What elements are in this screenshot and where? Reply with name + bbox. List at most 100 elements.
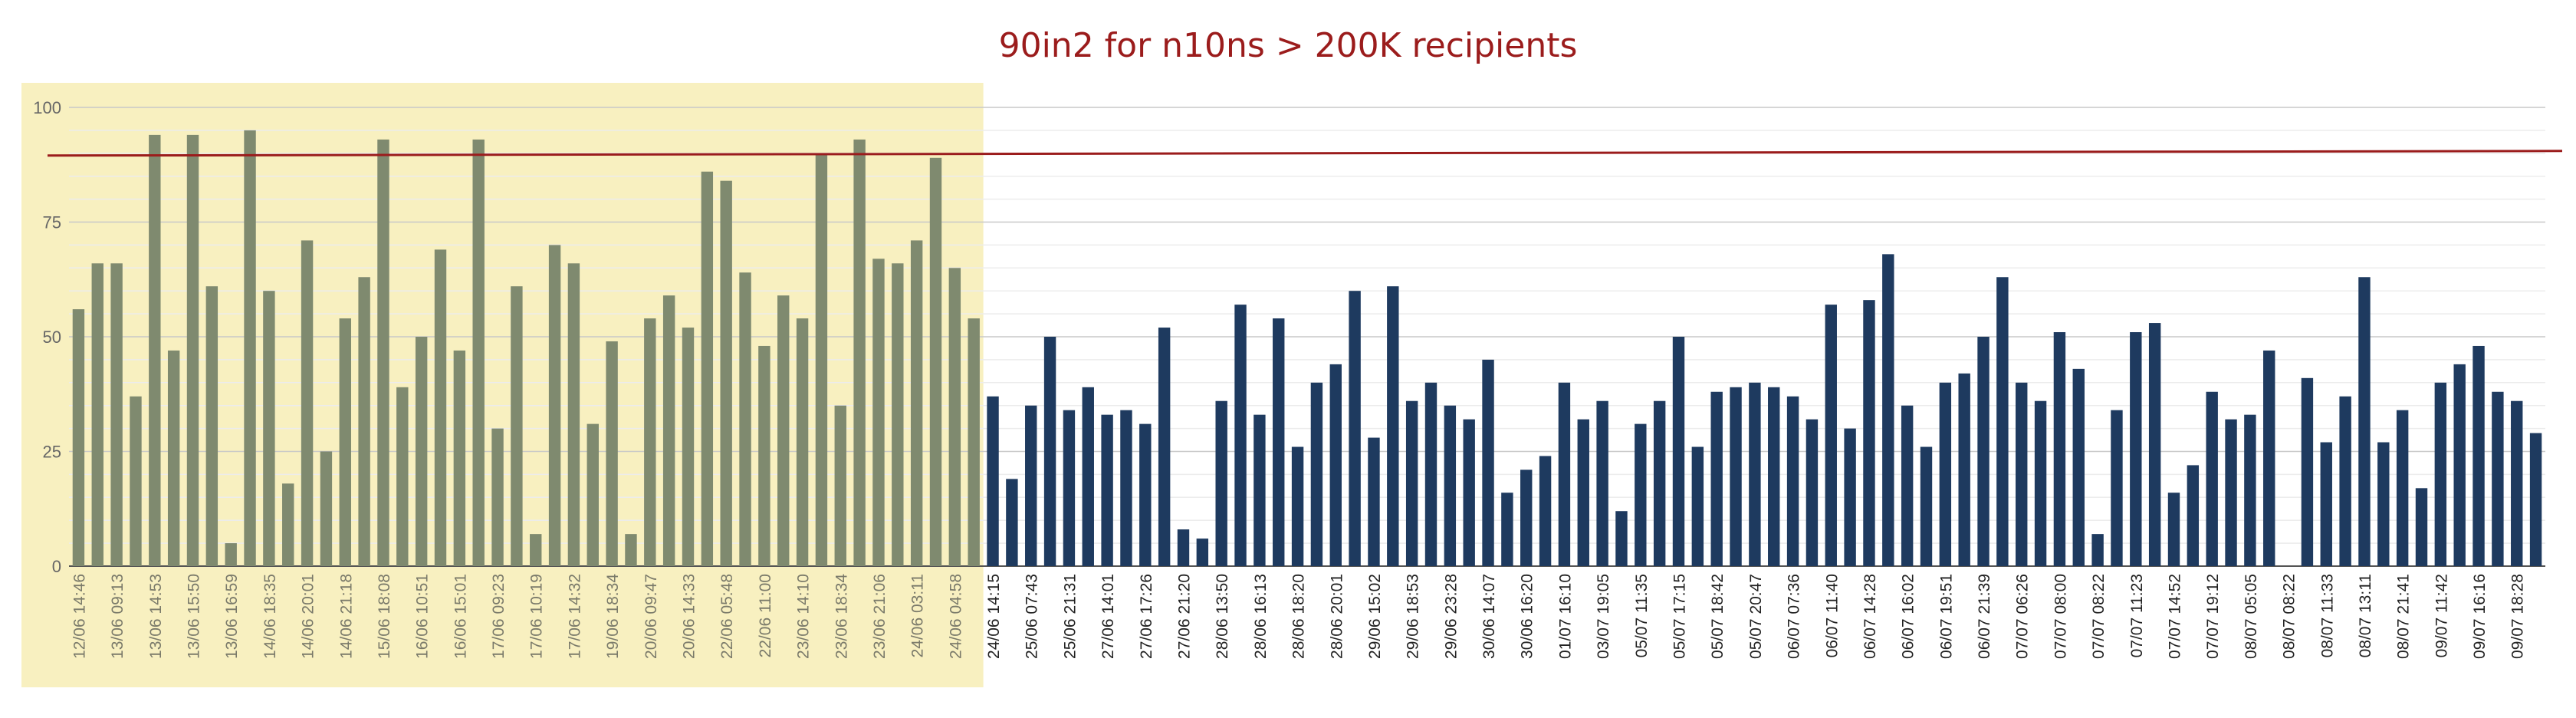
bar bbox=[1405, 400, 1418, 566]
x-tick-label: 14/06 20:01 bbox=[300, 574, 317, 659]
bar bbox=[1310, 382, 1323, 566]
bar bbox=[2206, 391, 2218, 566]
x-tick-label: 14/06 21:18 bbox=[337, 574, 355, 659]
x-tick-label: 30/06 16:20 bbox=[1519, 574, 1536, 659]
x-tick-label: 16/06 15:01 bbox=[452, 574, 469, 659]
x-tick-label: 17/06 09:23 bbox=[490, 574, 508, 659]
bar bbox=[815, 153, 828, 567]
bar bbox=[2111, 410, 2123, 566]
reference-line bbox=[47, 150, 2563, 157]
bar bbox=[1539, 456, 1552, 566]
chart-title: 90in2 for n10ns > 200K recipients bbox=[998, 26, 1578, 65]
bar bbox=[434, 249, 447, 566]
x-tick-label: 23/06 14:10 bbox=[795, 574, 813, 659]
bar bbox=[2492, 391, 2504, 566]
x-tick-label: 09/07 18:28 bbox=[2509, 574, 2527, 659]
x-tick-label: 24/06 04:58 bbox=[947, 574, 964, 659]
bar bbox=[1234, 305, 1247, 566]
bar bbox=[2529, 433, 2542, 566]
x-tick-label: 03/07 19:05 bbox=[1595, 574, 1612, 659]
bar bbox=[167, 350, 180, 566]
x-tick-label: 06/07 14:28 bbox=[1861, 574, 1879, 659]
x-tick-label: 20/06 09:47 bbox=[642, 574, 660, 659]
y-tick-label: 50 bbox=[43, 328, 61, 347]
bar bbox=[892, 263, 904, 566]
x-tick-label: 29/06 18:53 bbox=[1405, 574, 1422, 659]
x-tick-label: 06/07 21:39 bbox=[1976, 574, 1993, 659]
bar bbox=[415, 337, 428, 566]
x-tick-label: 30/06 14:07 bbox=[1480, 574, 1498, 659]
bar bbox=[1749, 382, 1761, 566]
bar bbox=[1139, 423, 1152, 566]
bar bbox=[1596, 400, 1608, 566]
bar bbox=[1520, 469, 1533, 566]
bar bbox=[2187, 465, 2200, 566]
bar bbox=[2415, 488, 2428, 566]
x-tick-label: 13/06 15:50 bbox=[186, 574, 203, 659]
x-tick-label: 25/06 21:31 bbox=[1061, 574, 1079, 659]
x-tick-label: 12/06 14:46 bbox=[71, 574, 88, 659]
bar bbox=[586, 423, 599, 566]
bar bbox=[644, 318, 656, 566]
x-tick-label: 07/07 08:22 bbox=[2090, 574, 2108, 659]
bar bbox=[1882, 254, 1894, 566]
bar bbox=[2263, 350, 2275, 566]
bar bbox=[491, 428, 504, 566]
x-tick-label: 28/06 16:13 bbox=[1252, 574, 1270, 659]
bar bbox=[263, 291, 275, 566]
bar bbox=[796, 318, 809, 566]
bar bbox=[1120, 410, 1132, 566]
x-tick-label: 05/07 20:47 bbox=[1747, 574, 1765, 659]
x-tick-label: 05/07 18:42 bbox=[1709, 574, 1727, 659]
bar bbox=[1329, 364, 1342, 566]
x-tick-label: 13/06 14:53 bbox=[147, 574, 165, 659]
bar bbox=[987, 396, 999, 566]
bar bbox=[2434, 382, 2447, 566]
bar bbox=[1291, 446, 1304, 566]
x-tick-label: 09/07 16:16 bbox=[2471, 574, 2489, 659]
bar bbox=[2072, 368, 2085, 566]
bar bbox=[72, 309, 85, 566]
bar bbox=[1463, 419, 1475, 566]
x-tick-label: 27/06 17:26 bbox=[1138, 574, 1155, 659]
x-tick-label: 07/07 19:12 bbox=[2204, 574, 2222, 659]
bar bbox=[1577, 419, 1589, 566]
x-tick-label: 17/06 14:32 bbox=[566, 574, 583, 659]
bar bbox=[1501, 492, 1513, 566]
bar bbox=[606, 341, 618, 566]
bar bbox=[186, 134, 199, 566]
bar bbox=[472, 139, 485, 567]
bar bbox=[1786, 396, 1799, 566]
bar bbox=[2396, 410, 2409, 566]
x-tick-label: 08/07 11:33 bbox=[2318, 574, 2336, 657]
bar bbox=[662, 295, 675, 566]
bar bbox=[872, 259, 885, 566]
bar bbox=[1825, 305, 1837, 566]
bar bbox=[2148, 323, 2161, 566]
bar bbox=[1844, 428, 1856, 566]
bar bbox=[282, 483, 294, 566]
bar bbox=[453, 350, 466, 566]
bar bbox=[1177, 529, 1190, 566]
bar bbox=[1482, 359, 1494, 566]
bar bbox=[1424, 382, 1438, 566]
x-tick-label: 23/06 21:06 bbox=[871, 574, 889, 659]
bar bbox=[530, 534, 542, 566]
bar bbox=[1254, 414, 1266, 566]
x-tick-label: 08/07 05:05 bbox=[2242, 574, 2260, 659]
x-tick-label: 07/07 14:52 bbox=[2167, 574, 2184, 659]
x-tick-label: 15/06 18:08 bbox=[376, 574, 393, 659]
x-tick-label: 28/06 20:01 bbox=[1328, 574, 1346, 659]
bar bbox=[1920, 446, 1933, 566]
bar bbox=[1635, 423, 1647, 566]
bar bbox=[205, 286, 219, 566]
bar bbox=[1444, 405, 1457, 566]
x-tick-label: 23/06 18:34 bbox=[833, 574, 850, 659]
bar bbox=[1558, 382, 1571, 566]
y-tick-label: 25 bbox=[43, 443, 61, 462]
bar bbox=[91, 263, 104, 566]
bar bbox=[511, 286, 523, 566]
x-tick-label: 05/07 17:15 bbox=[1671, 574, 1689, 659]
x-tick-label: 07/07 08:00 bbox=[2052, 574, 2069, 659]
